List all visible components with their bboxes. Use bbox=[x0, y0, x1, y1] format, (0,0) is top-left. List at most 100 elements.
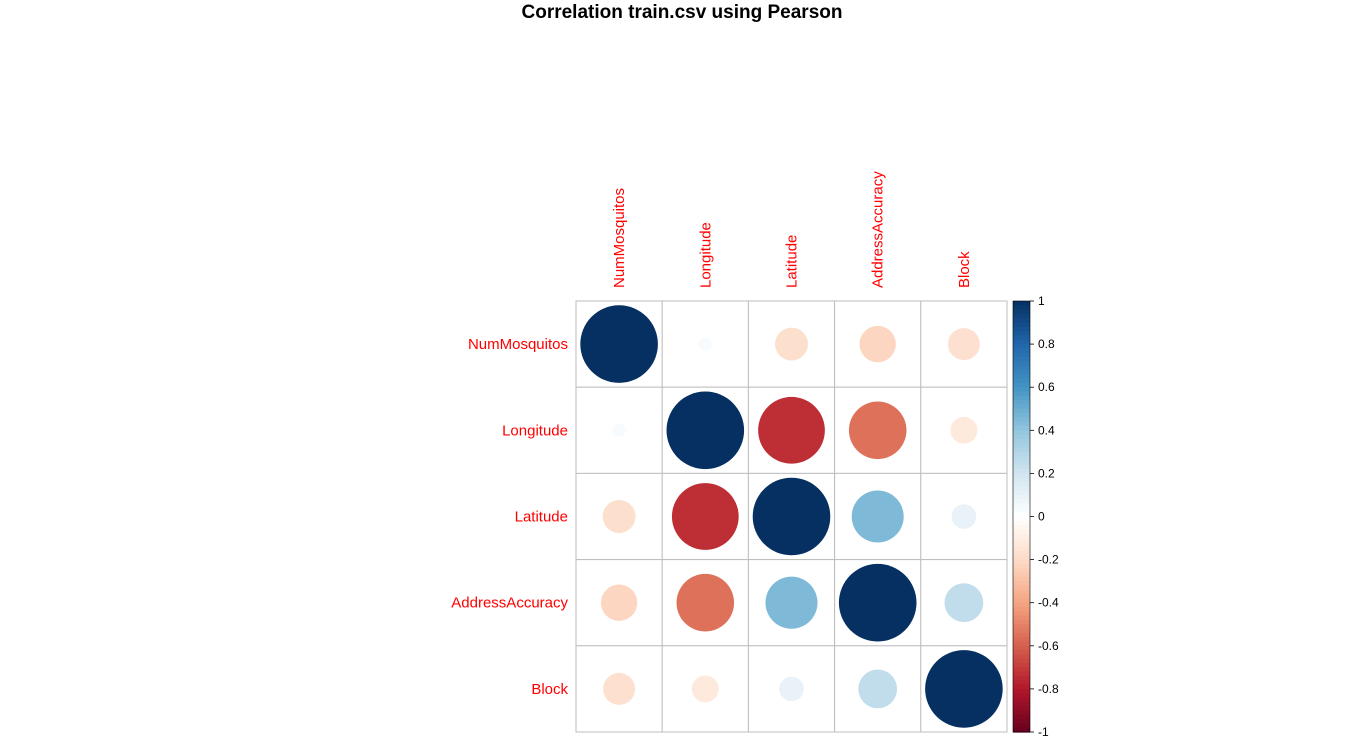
colorbar-segment bbox=[1013, 663, 1030, 668]
correlation-circle bbox=[580, 305, 658, 383]
column-label: NumMosquitos bbox=[611, 188, 628, 288]
correlation-circle bbox=[602, 500, 636, 533]
colorbar-segment bbox=[1013, 456, 1030, 462]
colorbar-tick-label: -0.6 bbox=[1038, 639, 1059, 653]
colorbar-segment bbox=[1013, 348, 1030, 354]
colorbar-segment bbox=[1013, 675, 1030, 681]
colorbar-segment bbox=[1013, 301, 1030, 306]
colorbar-segment bbox=[1013, 417, 1030, 423]
colorbar-segment bbox=[1013, 572, 1030, 578]
colorbar-segment bbox=[1013, 395, 1030, 401]
colorbar-segment bbox=[1013, 667, 1030, 673]
colorbar-segment bbox=[1013, 352, 1030, 358]
colorbar-segment bbox=[1013, 490, 1030, 496]
colorbar-segment bbox=[1013, 382, 1030, 388]
colorbar-segment bbox=[1013, 568, 1030, 574]
correlation-circle bbox=[944, 583, 984, 623]
colorbar-tick-label: -1 bbox=[1038, 725, 1049, 739]
colorbar-segment bbox=[1013, 727, 1030, 733]
colorbar-segment bbox=[1013, 408, 1030, 414]
colorbar-segment bbox=[1013, 430, 1030, 436]
row-label: Latitude bbox=[515, 509, 568, 526]
colorbar-segment bbox=[1013, 344, 1030, 350]
colorbar-segment bbox=[1013, 361, 1030, 367]
colorbar-segment bbox=[1013, 494, 1030, 500]
colorbar-segment bbox=[1013, 637, 1030, 643]
colorbar-segment bbox=[1013, 516, 1030, 522]
correlation-circle bbox=[858, 669, 898, 709]
colorbar-tick-label: -0.4 bbox=[1038, 596, 1059, 610]
row-label: Block bbox=[531, 681, 568, 698]
correlation-circle bbox=[603, 672, 636, 705]
correlation-circle bbox=[666, 391, 745, 470]
colorbar-segment bbox=[1013, 546, 1030, 552]
column-label: AddressAccuracy bbox=[870, 171, 887, 288]
correlation-circle bbox=[752, 477, 831, 556]
row-labels: NumMosquitos Longitude Latitude AddressAccu… bbox=[451, 336, 568, 698]
colorbar-segment bbox=[1013, 443, 1030, 449]
colorbar-segment bbox=[1013, 693, 1030, 699]
correlation-circle bbox=[925, 650, 1003, 728]
colorbar-segment bbox=[1013, 507, 1030, 513]
correlation-matrix bbox=[575, 300, 1008, 733]
colorbar-segment bbox=[1013, 611, 1030, 617]
colorbar-segment bbox=[1013, 533, 1030, 539]
correlation-circle bbox=[951, 504, 977, 529]
colorbar-segment bbox=[1013, 529, 1030, 535]
colorbar-segment bbox=[1013, 654, 1030, 660]
colorbar-segment bbox=[1013, 520, 1030, 526]
colorbar-segment bbox=[1013, 624, 1030, 630]
colorbar-segment bbox=[1013, 400, 1030, 406]
colorbar-segment bbox=[1013, 615, 1030, 621]
colorbar-tick-label: 0.4 bbox=[1038, 423, 1055, 437]
colorbar-segment bbox=[1013, 305, 1030, 311]
colorbar-segment bbox=[1013, 525, 1030, 531]
correlation-circle bbox=[698, 337, 713, 351]
colorbar-tick-label: -0.8 bbox=[1038, 682, 1059, 696]
colorbar-tick-label: 0.6 bbox=[1038, 380, 1055, 394]
colorbar-segment bbox=[1013, 632, 1030, 638]
colorbar-segment bbox=[1013, 641, 1030, 647]
colorbar-segment bbox=[1013, 706, 1030, 712]
colorbar-segment bbox=[1013, 697, 1030, 703]
column-label: Longitude bbox=[697, 222, 714, 288]
colorbar-segment bbox=[1013, 550, 1030, 556]
correlation-circle bbox=[851, 490, 904, 543]
colorbar-tick-label: 1 bbox=[1038, 294, 1045, 308]
colorbar-segment bbox=[1013, 512, 1030, 518]
colorbar-tick-label: 0.8 bbox=[1038, 337, 1055, 351]
column-labels: NumMosquitos Longitude Latitude AddressAccu… bbox=[611, 171, 973, 288]
colorbar-segment bbox=[1013, 438, 1030, 444]
colorbar-segment bbox=[1013, 594, 1030, 599]
colorbar-segment bbox=[1013, 563, 1030, 569]
colorbar-segment bbox=[1013, 434, 1030, 440]
colorbar-segment bbox=[1013, 482, 1030, 487]
colorbar-segment bbox=[1013, 451, 1030, 457]
colorbar-segment bbox=[1013, 464, 1030, 470]
column-label: Latitude bbox=[784, 235, 801, 288]
correlation-circle bbox=[848, 401, 907, 460]
colorbar-segment bbox=[1013, 581, 1030, 587]
colorbar-segment bbox=[1013, 378, 1030, 384]
colorbar-tick-label: 0.2 bbox=[1038, 466, 1055, 480]
column-label: Block bbox=[956, 251, 973, 288]
row-label: Longitude bbox=[502, 422, 568, 439]
matrix-cell bbox=[661, 645, 749, 733]
colorbar-segment bbox=[1013, 680, 1030, 686]
colorbar-segment bbox=[1013, 585, 1030, 591]
colorbar-segment bbox=[1013, 503, 1030, 509]
colorbar-segment bbox=[1013, 576, 1030, 582]
colorbar-segment bbox=[1013, 671, 1030, 677]
colorbar-segment bbox=[1013, 645, 1030, 651]
colorbar-segment bbox=[1013, 391, 1030, 397]
colorbar-segment bbox=[1013, 710, 1030, 716]
colorbar-segment bbox=[1013, 650, 1030, 656]
colorbar-segment bbox=[1013, 628, 1030, 634]
correlation-circle bbox=[758, 396, 825, 464]
colorbar-segment bbox=[1013, 387, 1030, 393]
correlation-circle bbox=[859, 325, 896, 363]
colorbar-segment bbox=[1013, 598, 1030, 604]
colorbar-segment bbox=[1013, 369, 1030, 375]
colorbar-segment bbox=[1013, 607, 1030, 612]
colorbar-segment bbox=[1013, 322, 1030, 328]
